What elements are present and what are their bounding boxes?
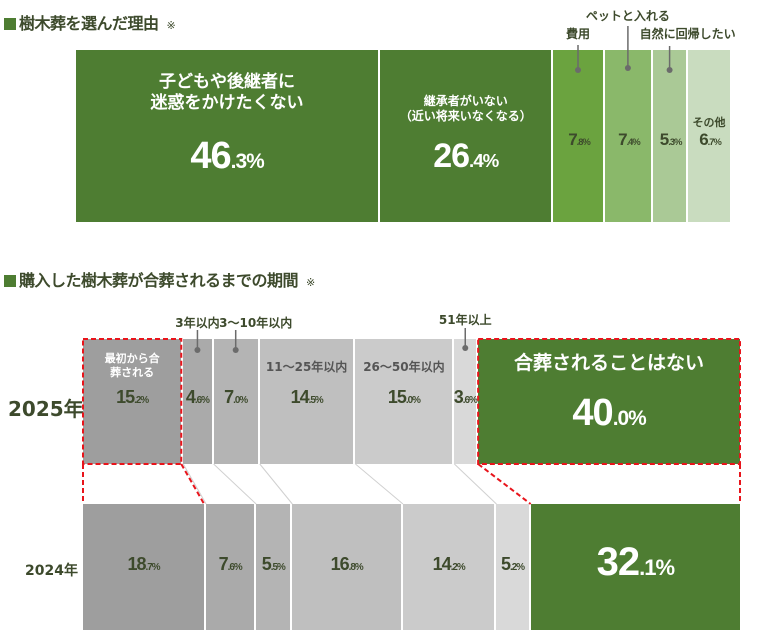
period-value: 7.0% xyxy=(224,387,248,407)
period-bar-segment xyxy=(402,504,495,630)
period-bar-segment xyxy=(183,339,212,464)
reason-value: 7.4% xyxy=(618,130,641,149)
section1-title: 樹木葬を選んだ理由 ※ xyxy=(4,10,176,34)
segment-connector xyxy=(355,463,404,505)
segment-connector xyxy=(213,463,257,505)
highlight-box xyxy=(477,338,741,465)
period-label: 最初から合葬される xyxy=(104,352,160,379)
period-value: 5.2% xyxy=(501,554,525,574)
period-label: 26〜50年以内 xyxy=(363,360,445,374)
period-bar-segment xyxy=(256,504,291,630)
period-bar-segment xyxy=(259,339,354,464)
period-callout-10y-dot xyxy=(232,347,239,353)
period-callout-51y-dot xyxy=(462,345,469,351)
period-bar-segment xyxy=(83,504,205,630)
reason-value: 46.3% xyxy=(190,135,264,177)
reason-callout-cost-label: 費用 xyxy=(565,27,590,41)
reason-value: 26.4% xyxy=(433,137,499,175)
segment-connector xyxy=(454,463,497,505)
period-bar-segment xyxy=(496,504,529,630)
highlight-box xyxy=(82,338,183,465)
period-value: 14.2% xyxy=(432,554,466,574)
reason-callout-nature-label: 自然に回帰したい xyxy=(639,27,736,41)
square-bullet-icon xyxy=(4,275,16,287)
row-label-2025: 2025年 xyxy=(8,397,84,421)
section1-note: ※ xyxy=(166,19,176,32)
row-label-2024: 2024年 xyxy=(25,563,78,579)
reason-bar-segment xyxy=(380,50,552,222)
reason-label: 子どもや後継者に 迷惑をかけたくない xyxy=(150,72,304,114)
period-bar-segment xyxy=(206,504,255,630)
highlight-connector xyxy=(477,463,532,505)
period-value: 15.2% xyxy=(116,387,149,407)
period-label: 合葬されることはない xyxy=(514,352,705,374)
reason-bar-segment xyxy=(553,50,603,222)
period-value: 32.1% xyxy=(596,540,675,584)
period-value: 40.0% xyxy=(572,392,646,434)
reason-bar-segment xyxy=(688,50,730,222)
section1-title-text: 樹木葬を選んだ理由 xyxy=(19,14,159,33)
reason-bar-segment xyxy=(604,50,652,222)
period-bar-segment xyxy=(478,339,740,464)
period-value: 5.5% xyxy=(261,554,286,574)
reason-callout-pet-label: ペットと入れる xyxy=(585,9,670,23)
reason-label: 継承者がいない （近い将来いなくなる） xyxy=(399,94,532,123)
reason-bar-segment xyxy=(76,50,379,222)
reason-value: 7.8% xyxy=(568,130,591,149)
reason-callout-pet-dot xyxy=(624,65,631,71)
reason-value: 6.7% xyxy=(699,130,722,149)
period-bar-segment xyxy=(530,504,740,630)
period-bar-segment xyxy=(292,504,401,630)
period-callout-10y-label: 3〜10年以内 xyxy=(219,316,293,330)
section2-title: 購入した樹木葬が合葬されるまでの期間 ※ xyxy=(4,267,315,291)
segment-connector xyxy=(259,463,293,505)
period-bar-segment xyxy=(355,339,453,464)
reason-callout-cost-dot xyxy=(574,67,581,73)
period-value: 14.5% xyxy=(290,387,324,407)
square-bullet-icon xyxy=(4,18,16,30)
section2-title-text: 購入した樹木葬が合葬されるまでの期間 xyxy=(19,271,299,290)
period-value: 16.8% xyxy=(330,554,364,574)
period-value: 3.6% xyxy=(453,387,478,407)
period-value: 18.7% xyxy=(127,554,161,574)
period-label: 11〜25年以内 xyxy=(265,360,348,374)
period-bar-segment xyxy=(213,339,258,464)
period-callout-3y-dot xyxy=(194,347,201,353)
period-value: 7.6% xyxy=(218,554,243,574)
period-bar-segment xyxy=(83,339,182,464)
period-callout-3y-label: 3年以内 xyxy=(175,316,220,330)
reason-label-other: その他 xyxy=(692,116,726,129)
reason-bar-segment xyxy=(653,50,686,222)
highlight-connector xyxy=(180,463,205,505)
reason-value: 5.3% xyxy=(659,130,683,149)
period-value: 15.0% xyxy=(387,387,421,407)
period-bar-segment xyxy=(454,339,477,464)
segment-connector xyxy=(182,463,207,505)
section2-note: ※ xyxy=(306,276,315,289)
reason-callout-nature-dot xyxy=(666,67,673,73)
period-callout-51y-label: 51年以上 xyxy=(438,313,492,327)
period-value: 4.6% xyxy=(185,387,210,407)
